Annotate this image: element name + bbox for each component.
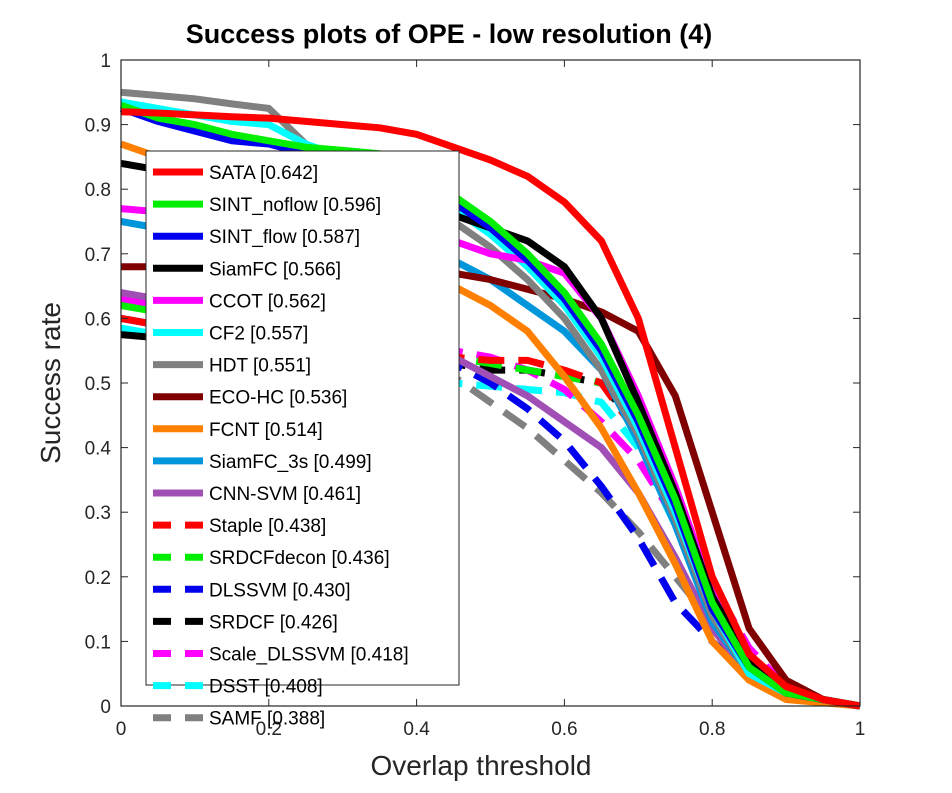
legend-entries: SATA [0.642] SINT_noflow [0.596] SINT_flow… (153, 163, 409, 730)
legend-entry-12: Staple [0.438] (153, 516, 326, 537)
legend-entry-1: SATA [0.642] (153, 163, 318, 184)
legend-label: SATA [0.642] (209, 163, 318, 184)
legend-label: Scale_DLSSVM [0.418] (209, 645, 409, 666)
legend-entry-10: SiamFC_3s [0.499] (153, 452, 372, 473)
legend-entry-8: ECO-HC [0.536] (153, 388, 347, 409)
legend-entry-13: SRDCFdecon [0.436] (153, 548, 390, 569)
legend-entry-9: FCNT [0.514] (153, 420, 323, 441)
legend-label: SiamFC [0.566] (209, 259, 341, 280)
legend-label: CF2 [0.557] (209, 324, 308, 345)
y-tick-label: 0.7 (85, 245, 111, 266)
y-tick-label: 0.8 (85, 180, 111, 201)
series-line-2 (119, 101, 861, 710)
x-tick-label: 0.8 (699, 719, 725, 740)
y-tick-label: 0.6 (85, 309, 111, 330)
legend-entry-7: HDT [0.551] (153, 356, 311, 377)
legend-entry-3: SINT_flow [0.587] (153, 227, 360, 248)
legend-entry-6: CF2 [0.557] (153, 324, 308, 345)
y-tick-label: 0.1 (85, 632, 111, 653)
y-tick-label: 0 (100, 697, 111, 718)
x-tick-label: 0.4 (403, 719, 430, 740)
legend-label: HDT [0.551] (209, 356, 311, 377)
legend-label: SRDCFdecon [0.436] (209, 548, 390, 569)
legend-label: ECO-HC [0.536] (209, 388, 347, 409)
legend-label: Staple [0.438] (209, 516, 326, 537)
legend-entry-4: SiamFC [0.566] (153, 259, 341, 280)
y-tick-label: 0.5 (85, 374, 111, 395)
x-tick-label: 0 (116, 719, 127, 740)
legend-label: FCNT [0.514] (209, 420, 323, 441)
x-axis-label: Overlap threshold (370, 750, 591, 781)
legend-entry-15: SRDCF [0.426] (153, 612, 338, 633)
y-axis-label: Success rate (35, 302, 66, 464)
series-line-1 (120, 108, 861, 710)
chart-title: Success plots of OPE - low resolution (4… (186, 19, 713, 49)
legend-entry-17: DSST [0.408] (153, 677, 323, 698)
legend-box (145, 150, 460, 686)
legend-label: SINT_flow [0.587] (209, 227, 360, 248)
y-tick-label: 0.2 (85, 568, 111, 589)
legend-label: SiamFC_3s [0.499] (209, 452, 372, 473)
legend-entry-2: SINT_noflow [0.596] (153, 195, 381, 216)
legend-entry-14: DLSSVM [0.430] (153, 580, 351, 601)
legend-entry-11: CNN-SVM [0.461] (153, 484, 361, 505)
legend: SATA [0.642] SINT_noflow [0.596] SINT_flow… (145, 150, 460, 730)
x-tick-label: 0.2 (256, 719, 282, 740)
legend-entry-18: SAMF [0.388] (153, 709, 325, 730)
x-tick-label: 0.6 (551, 719, 577, 740)
legend-label: DSST [0.408] (209, 677, 323, 698)
legend-label: SRDCF [0.426] (209, 612, 338, 633)
legend-label: SAMF [0.388] (209, 709, 325, 730)
y-tick-label: 0.4 (85, 439, 112, 460)
legend-entry-16: Scale_DLSSVM [0.418] (153, 645, 409, 666)
tick-layer: 0 0.2 0.4 0.6 0.8 1 0 0.1 0.2 0.3 0.4 0.5 0.6 0.7 0.8 0… (85, 51, 866, 740)
legend-label: DLSSVM [0.430] (209, 580, 351, 601)
legend-entry-5: CCOT [0.562] (153, 291, 326, 312)
y-tick-label: 0.9 (85, 116, 111, 137)
y-tick-label: 1 (100, 51, 111, 72)
legend-label: SINT_noflow [0.596] (209, 195, 381, 216)
y-tick-label: 0.3 (85, 503, 111, 524)
legend-label: CNN-SVM [0.461] (209, 484, 361, 505)
legend-label: CCOT [0.562] (209, 291, 326, 312)
x-tick-label: 1 (855, 719, 866, 740)
